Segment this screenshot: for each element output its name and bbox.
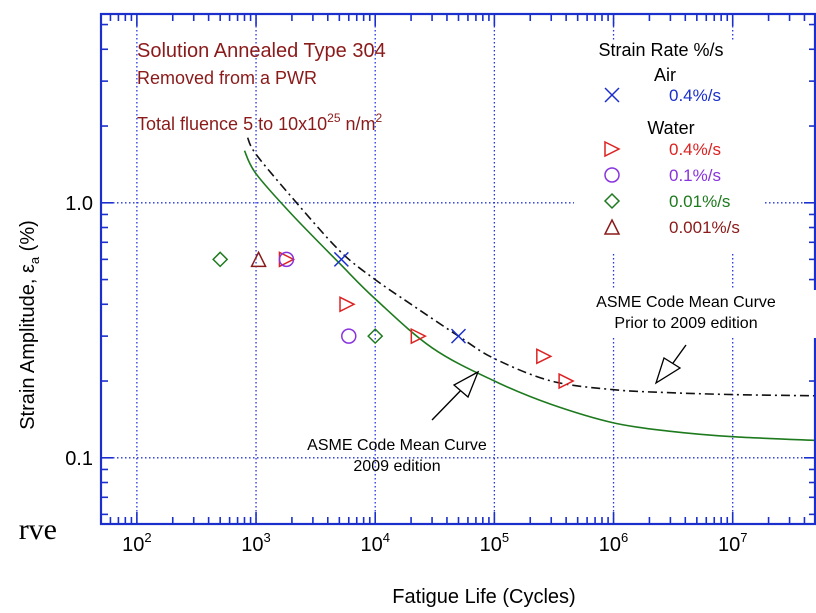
marker-stroke — [450, 328, 467, 344]
grid-lines — [101, 14, 816, 524]
x-tick-label: 107 — [718, 530, 747, 556]
data-point-diamond — [367, 328, 384, 345]
fluence-middle: n/m — [341, 114, 376, 134]
x-tick-label: 103 — [241, 530, 270, 556]
legend-marker — [603, 218, 621, 235]
x-tick-exp: 7 — [740, 530, 747, 545]
annotation-2009-line-2: 2009 edition — [353, 458, 440, 475]
x-tick-label: 106 — [599, 530, 628, 556]
x-tick-base: 10 — [122, 534, 144, 556]
legend-marker — [603, 192, 621, 210]
legend-group-air: Air — [654, 65, 676, 85]
title-line-1: Solution Annealed Type 304 — [137, 40, 386, 62]
x-tick-label: 102 — [122, 530, 151, 556]
data-point-circle — [341, 328, 357, 344]
data-point-triangle-right — [339, 296, 356, 313]
x-tick-exp: 4 — [383, 530, 390, 545]
marker-stroke — [604, 87, 620, 103]
annotation-prior-line-1: ASME Code Mean Curve — [596, 294, 776, 311]
legend-title: Strain Rate %/s — [598, 40, 723, 60]
y-tick-label: 1.0 — [65, 193, 93, 215]
legend-label: 0.4%/s — [669, 86, 721, 105]
legend-entries: 0.4%/s 0.4%/s 0.1%/s 0.01%/s 0.001%/s — [603, 86, 740, 237]
data-points — [212, 250, 575, 390]
x-tick-exp: 6 — [621, 530, 628, 545]
data-point-x — [333, 251, 349, 267]
title-line-2: Removed from a PWR — [137, 68, 317, 88]
data-point-triangle-up — [250, 250, 267, 268]
x-tick-exp: 5 — [502, 530, 509, 545]
fluence-exp: 25 — [327, 111, 341, 125]
x-tick-base: 10 — [718, 534, 740, 556]
y-label-main: Strain Amplitude, ε — [17, 264, 39, 430]
fluence-exp2: 2 — [376, 111, 383, 125]
y-label-sub: a — [27, 256, 42, 264]
x-tick-base: 10 — [241, 534, 263, 556]
data-point-x — [450, 328, 467, 344]
annotation-2009: ASME Code Mean Curve 2009 edition — [307, 370, 487, 475]
legend: Strain Rate %/s Air Water 0.4%/s0.4%/s0.… — [574, 40, 764, 252]
x-tick-exp: 2 — [144, 530, 151, 545]
x-tick-base: 10 — [360, 534, 382, 556]
x-tick-base: 10 — [599, 534, 621, 556]
legend-label: 0.1%/s — [669, 166, 721, 185]
x-tick-base: 10 — [480, 534, 502, 556]
annotation-prior-line-2: Prior to 2009 edition — [614, 315, 757, 332]
annotation-prior: ASME Code Mean Curve Prior to 2009 editi… — [562, 290, 816, 385]
legend-label: 0.01%/s — [669, 192, 730, 211]
annotation-2009-line-1: ASME Code Mean Curve — [307, 437, 487, 454]
legend-label: 0.001%/s — [669, 218, 740, 237]
marker-stroke — [333, 251, 349, 267]
annotation-2009-arrow — [431, 370, 480, 421]
x-tick-label: 104 — [360, 530, 389, 556]
legend-group-water: Water — [647, 118, 694, 138]
cropped-caption-text: rve — [19, 513, 57, 546]
legend-label: 0.4%/s — [669, 140, 721, 159]
x-tick-exp: 3 — [264, 530, 271, 545]
legend-marker — [604, 140, 621, 158]
asme-2009-curve — [243, 150, 816, 442]
data-point-circle — [278, 251, 295, 268]
y-tick-label: 0.1 — [65, 448, 93, 470]
data-point-triangle-right — [536, 348, 553, 365]
annotation-prior-background — [562, 290, 816, 338]
y-axis-label: Strain Amplitude, εa (%) — [17, 220, 42, 430]
legend-marker — [604, 87, 620, 103]
legend-marker — [604, 167, 620, 183]
chart-title: Solution Annealed Type 304 Removed from … — [137, 40, 386, 134]
fluence-label: Total fluence 5 to 10x1025 n/m2 — [137, 111, 383, 134]
data-point-diamond — [212, 251, 229, 268]
fluence-prefix: Total fluence 5 to 10x10 — [137, 114, 327, 134]
x-axis-label: Fatigue Life (Cycles) — [392, 586, 575, 608]
y-label-unit: (%) — [17, 220, 39, 257]
annotation-prior-arrow — [654, 344, 687, 385]
data-point-triangle-right — [558, 372, 575, 390]
x-tick-label: 105 — [480, 530, 509, 556]
data-point-triangle-right — [410, 327, 427, 345]
